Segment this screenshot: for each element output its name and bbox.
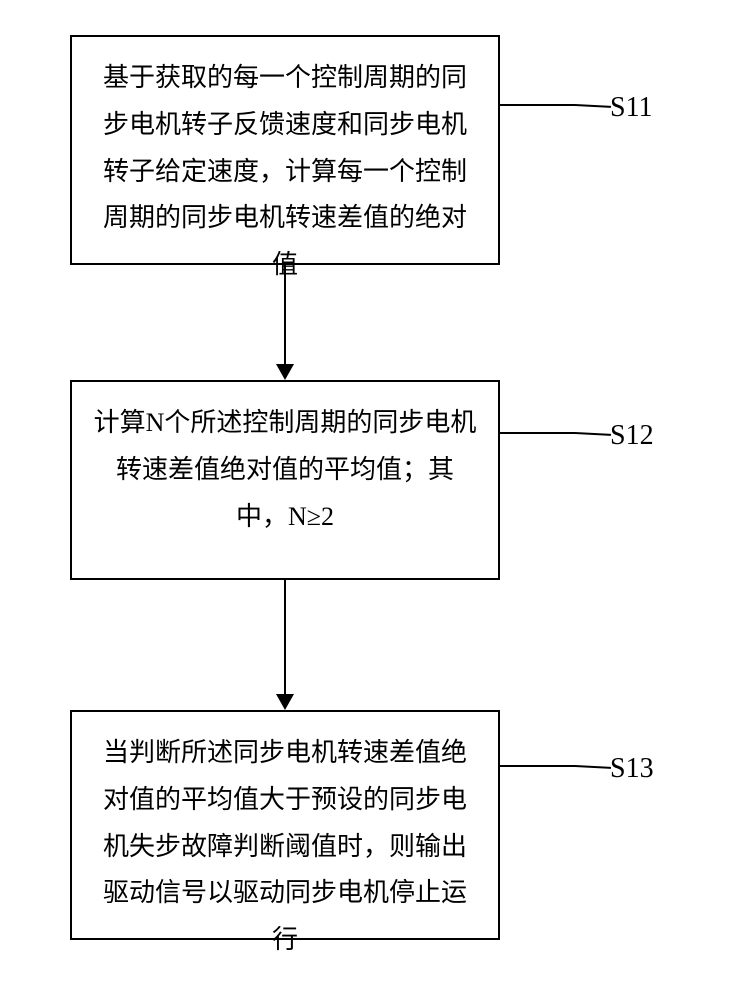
arrow-2 — [276, 694, 294, 710]
step-text-s13: 当判断所述同步电机转速差值绝对值的平均值大于预设的同步电机失步故障判断阈值时，则… — [92, 730, 478, 964]
leader-line-s11-h — [500, 104, 575, 106]
step-label-s12: S12 — [610, 420, 654, 452]
step-label-s13: S13 — [610, 753, 654, 785]
connector-1 — [284, 265, 286, 364]
step-text-s12: 计算N个所述控制周期的同步电机转速差值绝对值的平均值；其中，N≥2 — [92, 400, 478, 540]
step-box-s11: 基于获取的每一个控制周期的同步电机转子反馈速度和同步电机转子给定速度，计算每一个… — [70, 35, 500, 265]
arrow-1 — [276, 364, 294, 380]
step-label-s11: S11 — [610, 92, 653, 124]
leader-line-s13-d — [575, 765, 611, 769]
step-text-s11: 基于获取的每一个控制周期的同步电机转子反馈速度和同步电机转子给定速度，计算每一个… — [92, 55, 478, 289]
leader-line-s12-d — [575, 432, 611, 436]
flowchart-container: 基于获取的每一个控制周期的同步电机转子反馈速度和同步电机转子给定速度，计算每一个… — [0, 0, 734, 1000]
leader-line-s11-d — [575, 104, 611, 108]
step-box-s12: 计算N个所述控制周期的同步电机转速差值绝对值的平均值；其中，N≥2 — [70, 380, 500, 580]
step-box-s13: 当判断所述同步电机转速差值绝对值的平均值大于预设的同步电机失步故障判断阈值时，则… — [70, 710, 500, 940]
leader-line-s12-h — [500, 432, 575, 434]
leader-line-s13-h — [500, 765, 575, 767]
connector-2 — [284, 580, 286, 694]
